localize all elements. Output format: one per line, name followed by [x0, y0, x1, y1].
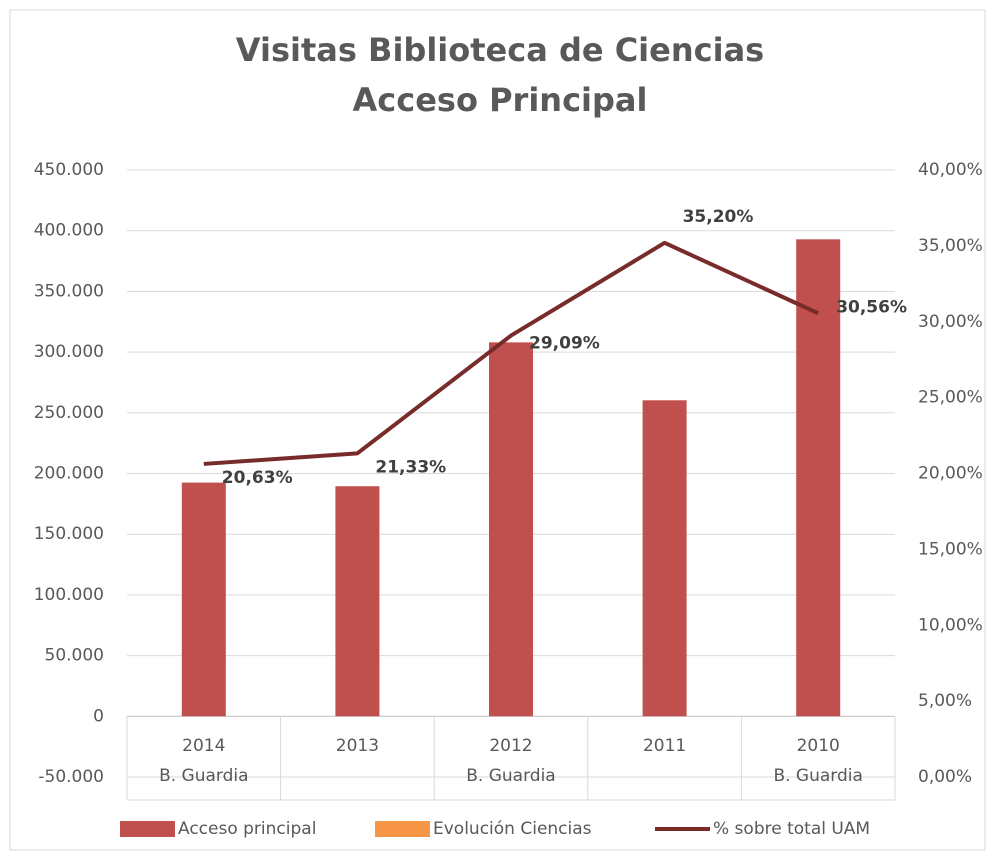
- y-tick-label: 350.000: [34, 281, 104, 301]
- y-tick-label: 450.000: [34, 160, 104, 180]
- y-tick-label: 150.000: [34, 524, 104, 544]
- y-tick-label: 250.000: [34, 403, 104, 423]
- data-label: 30,56%: [836, 297, 907, 317]
- y2-tick-label: 0,00%: [918, 767, 972, 787]
- y2-tick-label: 15,00%: [918, 539, 983, 559]
- x-tick-label: B. Guardia: [773, 766, 862, 786]
- data-label: 29,09%: [529, 334, 600, 354]
- bar: [796, 239, 841, 717]
- y2-tick-label: 40,00%: [918, 160, 983, 180]
- chart-title: Visitas Biblioteca de Ciencias: [236, 31, 764, 69]
- y-tick-label: 200.000: [34, 464, 104, 484]
- y2-tick-label: 30,00%: [918, 312, 983, 332]
- y2-tick-label: 10,00%: [918, 615, 983, 635]
- legend-swatch: [375, 821, 430, 837]
- x-tick-label: 2010: [797, 736, 840, 756]
- y2-tick-label: 20,00%: [918, 464, 983, 484]
- y-tick-label: 400.000: [34, 221, 104, 241]
- line: [203, 240, 820, 466]
- y2-tick-label: 25,00%: [918, 388, 983, 408]
- data-label: 35,20%: [683, 207, 754, 227]
- y2-tick-label: 35,00%: [918, 236, 983, 256]
- legend-label: Evolución Ciencias: [433, 819, 592, 839]
- legend-swatch: [120, 821, 175, 837]
- y-tick-label: -50.000: [38, 767, 104, 787]
- y-tick-label: 300.000: [34, 342, 104, 362]
- bar: [335, 486, 380, 717]
- x-tick-label: 2014: [182, 736, 225, 756]
- legend-label: % sobre total UAM: [713, 819, 870, 839]
- x-tick-label: 2013: [336, 736, 379, 756]
- x-tick-label: 2011: [643, 736, 686, 756]
- data-label: 20,63%: [222, 468, 293, 488]
- bar: [642, 400, 687, 717]
- y-tick-label: 100.000: [34, 585, 104, 605]
- y2-tick-label: 5,00%: [918, 691, 972, 711]
- x-tick-label: 2012: [489, 736, 532, 756]
- bar: [181, 482, 226, 717]
- y-tick-label: 50.000: [45, 646, 104, 666]
- chart-subtitle: Acceso Principal: [353, 81, 648, 119]
- data-label: 21,33%: [375, 457, 446, 477]
- bar: [489, 342, 533, 717]
- legend-label: Acceso principal: [178, 819, 316, 839]
- x-tick-label: B. Guardia: [466, 766, 555, 786]
- y-tick-label: 0: [93, 706, 104, 726]
- x-tick-label: B. Guardia: [159, 766, 248, 786]
